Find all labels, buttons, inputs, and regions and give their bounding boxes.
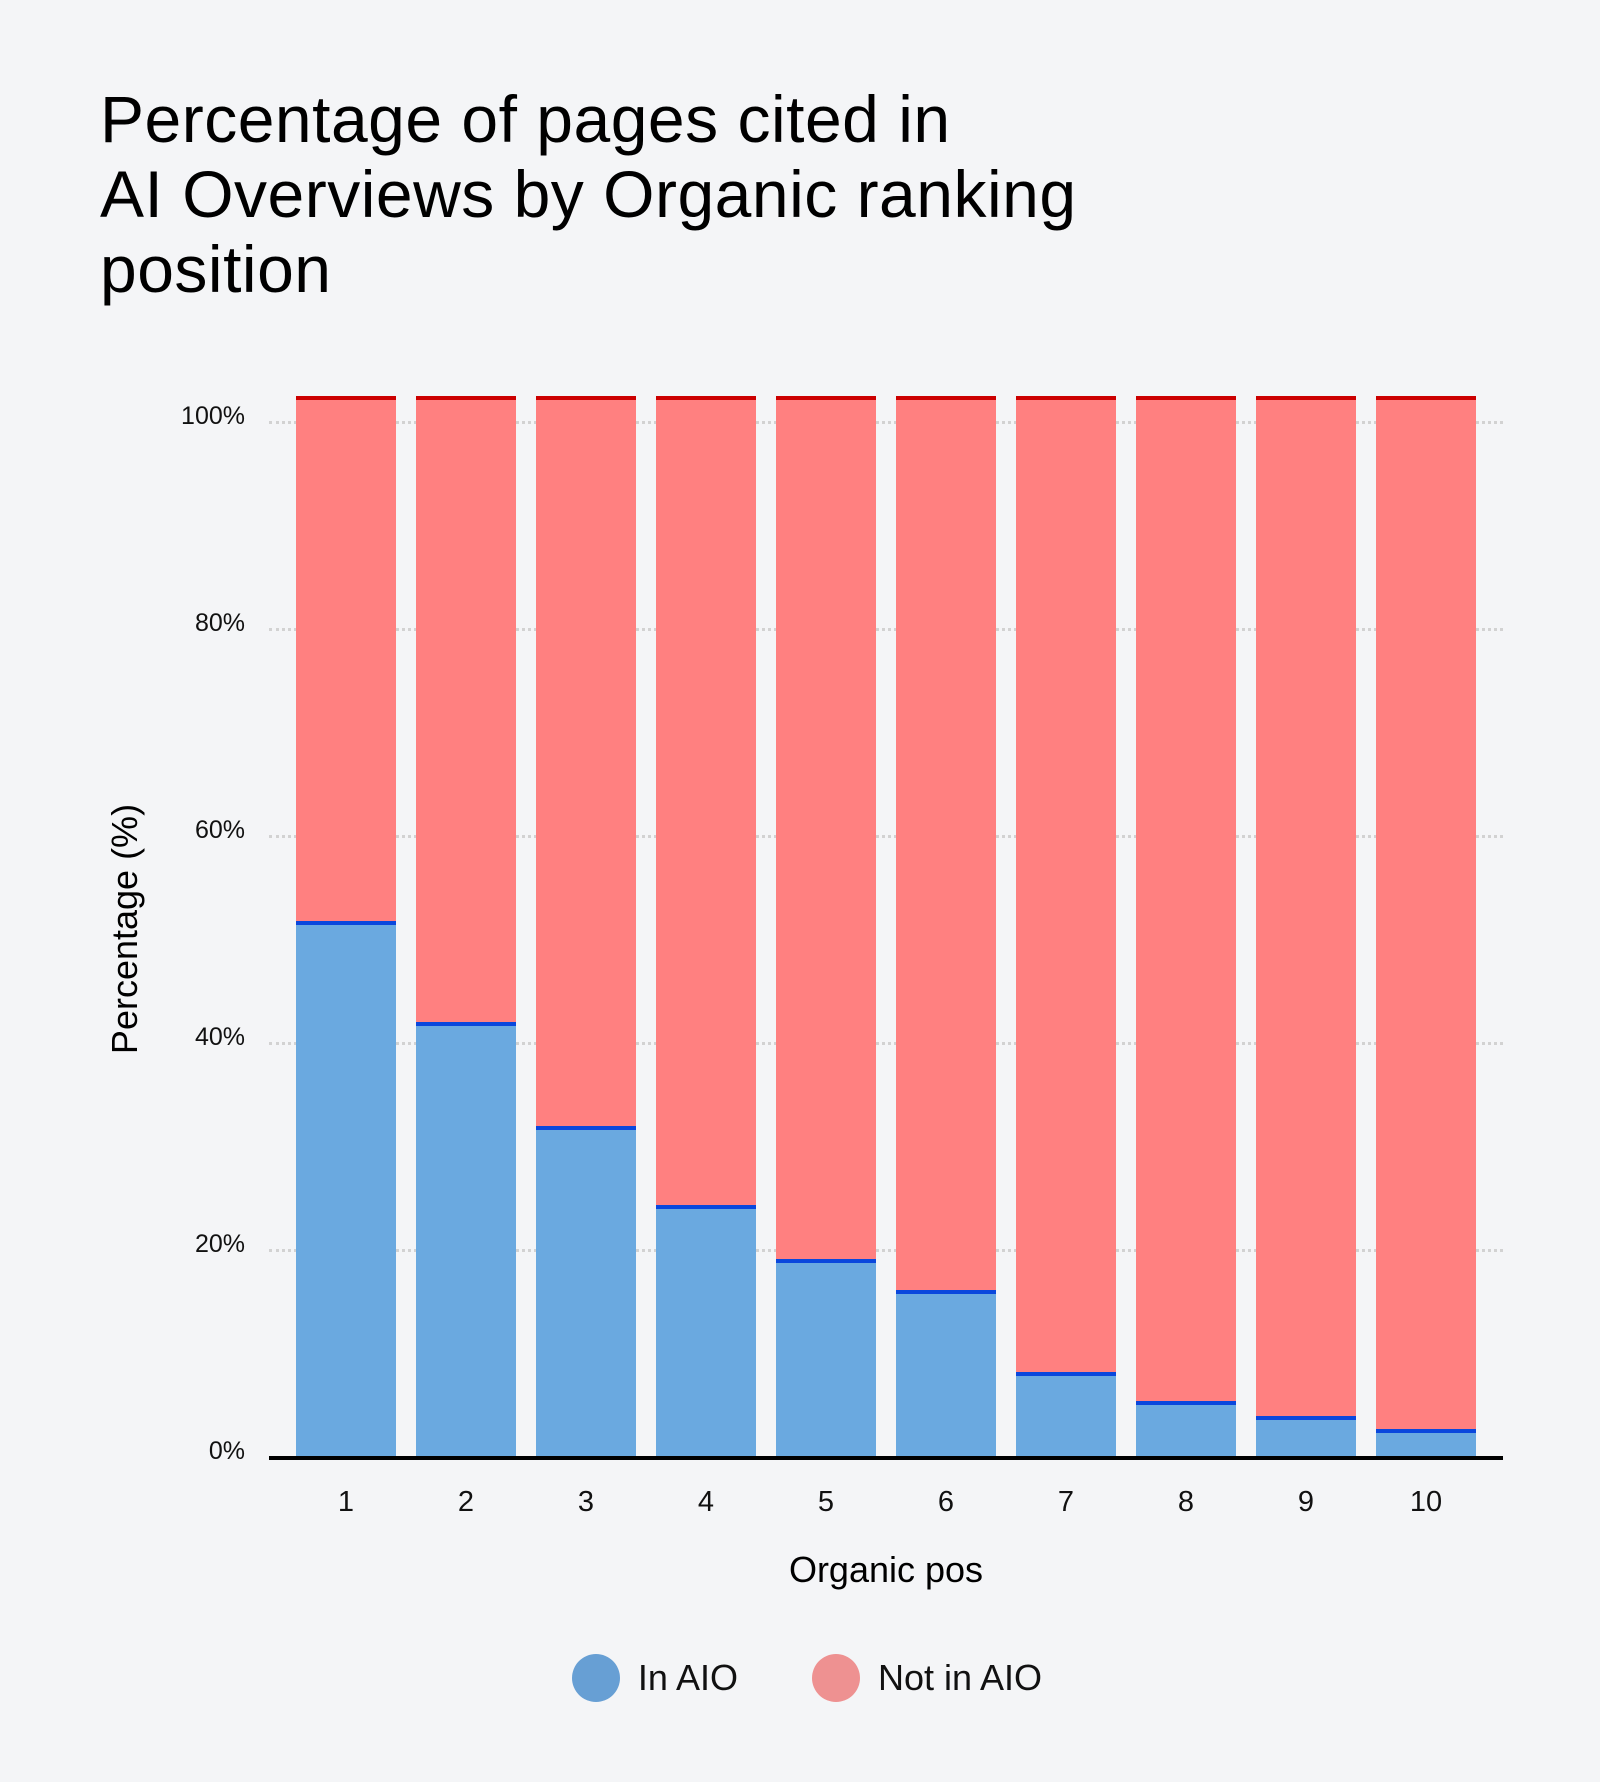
- stacked-bar[interactable]: [776, 396, 876, 1457]
- gridline: [269, 835, 1503, 838]
- x-tick-label: 4: [697, 1486, 715, 1518]
- stacked-bar[interactable]: [1376, 396, 1476, 1457]
- bar-segment-not-in-aio[interactable]: [416, 396, 516, 1029]
- x-tick-label: 7: [1057, 1486, 1075, 1518]
- y-tick-label: 40%: [194, 1023, 245, 1051]
- y-tick-label: 0%: [208, 1437, 245, 1465]
- gridline: [269, 1042, 1503, 1045]
- bar-segment-not-in-aio[interactable]: [656, 396, 756, 1211]
- gridline: [269, 1249, 1503, 1252]
- stacked-bar[interactable]: [296, 396, 396, 1457]
- stacked-bar[interactable]: [416, 396, 516, 1457]
- x-tick-label: 10: [1409, 1486, 1443, 1518]
- legend-item-in-aio[interactable]: In AIO: [558, 1654, 738, 1702]
- bar-segment-in-aio[interactable]: [776, 1259, 876, 1457]
- x-tick-label: 8: [1177, 1486, 1195, 1518]
- bar-segment-in-aio[interactable]: [656, 1204, 756, 1457]
- bar-segment-in-aio[interactable]: [416, 1022, 516, 1457]
- stacked-bar[interactable]: [896, 396, 996, 1457]
- bar-segment-not-in-aio[interactable]: [1136, 396, 1236, 1408]
- x-tick-label: 1: [337, 1486, 355, 1518]
- bar-segment-in-aio[interactable]: [1256, 1415, 1356, 1457]
- y-tick-label: 60%: [194, 816, 245, 844]
- legend-item-not-in-aio[interactable]: Not in AIO: [798, 1654, 1042, 1702]
- bar-segment-not-in-aio[interactable]: [896, 396, 996, 1297]
- bar-segment-in-aio[interactable]: [296, 920, 396, 1457]
- stacked-bar[interactable]: [656, 396, 756, 1457]
- stacked-bar[interactable]: [536, 396, 636, 1457]
- gridline: [269, 421, 1503, 424]
- y-tick-label: 20%: [194, 1230, 245, 1258]
- bar-segment-not-in-aio[interactable]: [776, 396, 876, 1266]
- bar-segment-not-in-aio[interactable]: [1256, 396, 1356, 1422]
- x-axis-line: [269, 1456, 1503, 1460]
- stacked-bar[interactable]: [1136, 396, 1236, 1457]
- chart-title-line-1: Percentage of pages cited in: [100, 82, 951, 156]
- circle-marker-pink-icon: [811, 1654, 860, 1702]
- chart-title-line-2: AI Overviews by Organic ranking: [100, 157, 1077, 231]
- chart-title-line-3: position: [100, 232, 332, 306]
- chart-title: Percentage of pages cited in AI Overview…: [100, 82, 1400, 307]
- legend-label: In AIO: [637, 1657, 738, 1698]
- x-tick-label: 6: [937, 1486, 955, 1518]
- y-tick-label: 100%: [181, 402, 245, 430]
- stacked-bar[interactable]: [1016, 396, 1116, 1457]
- bar-segment-in-aio[interactable]: [536, 1125, 636, 1457]
- x-axis-title: Organic pos: [788, 1549, 984, 1590]
- y-tick-label: 80%: [194, 609, 245, 637]
- bar-segment-not-in-aio[interactable]: [1016, 396, 1116, 1379]
- x-tick-label: 2: [457, 1486, 475, 1518]
- gridline: [269, 628, 1503, 631]
- bar-segment-in-aio[interactable]: [1016, 1372, 1116, 1457]
- bar-segment-in-aio[interactable]: [896, 1290, 996, 1457]
- x-tick-label: 9: [1297, 1486, 1315, 1518]
- x-tick-label: 5: [817, 1486, 835, 1518]
- legend-label: Not in AIO: [877, 1657, 1043, 1698]
- legend: In AIO Not in AIO: [0, 1654, 1600, 1702]
- bar-segment-in-aio[interactable]: [1376, 1429, 1476, 1457]
- bar-segment-not-in-aio[interactable]: [536, 396, 636, 1132]
- y-axis-title: Percentage (%): [104, 803, 145, 1055]
- x-tick-label: 3: [577, 1486, 595, 1518]
- bar-segment-not-in-aio[interactable]: [1376, 396, 1476, 1436]
- circle-marker-blue-icon: [571, 1654, 620, 1702]
- bar-segment-not-in-aio[interactable]: [296, 396, 396, 927]
- bar-segment-in-aio[interactable]: [1136, 1401, 1236, 1457]
- stacked-bar[interactable]: [1256, 396, 1356, 1457]
